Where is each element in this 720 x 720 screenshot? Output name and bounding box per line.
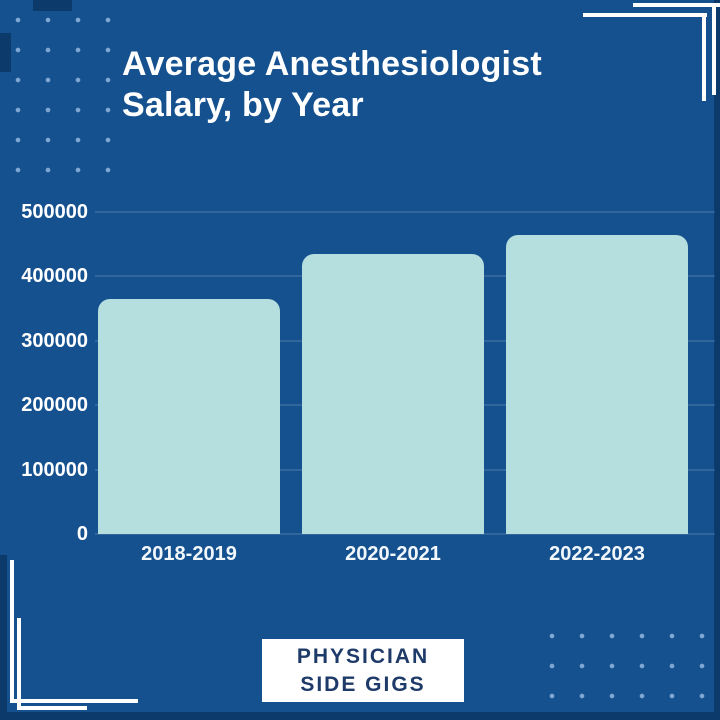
top-edge-accent	[33, 0, 72, 11]
x-tick-label-2020-2021: 2020-2021	[345, 543, 441, 565]
top-right-bracket-outer-vertical	[712, 3, 716, 95]
dot-grid-bottom-right	[537, 621, 717, 717]
left-lower-edge-accent	[0, 555, 7, 720]
bar-2018-2019	[98, 299, 280, 534]
y-tick-label-300000: 300000	[21, 329, 88, 352]
y-tick-label-0: 0	[76, 523, 88, 545]
bottom-left-bracket-outer-vertical	[10, 560, 14, 703]
bottom-left-bracket-inner-vertical	[17, 618, 21, 710]
bottom-edge-accent	[0, 712, 720, 720]
gridline-0	[95, 533, 715, 535]
x-tick-label-2018-2019: 2018-2019	[141, 543, 237, 565]
y-tick-label-200000: 200000	[21, 394, 88, 417]
logo-line2: SIDE GIGS	[300, 672, 426, 696]
bar-chart-plot-area	[95, 211, 715, 535]
y-tick-label-500000: 500000	[21, 201, 88, 223]
bottom-left-bracket-outer-horizontal	[10, 699, 138, 703]
logo-line1: PHYSICIAN	[296, 644, 430, 668]
right-edge-accent	[714, 0, 720, 720]
y-tick-label-100000: 100000	[21, 458, 88, 481]
top-right-bracket-inner-horizontal	[583, 13, 707, 17]
gridline-500000	[95, 211, 715, 213]
chart-title: Average Anesthesiologist Salary, by Year	[122, 44, 682, 126]
left-edge-accent	[0, 33, 11, 72]
bar-2022-2023	[506, 235, 688, 534]
physician-side-gigs-logo: PHYSICIAN SIDE GIGS	[262, 639, 464, 702]
top-right-bracket-outer-horizontal	[633, 3, 720, 7]
chart-title-line1: Average Anesthesiologist	[122, 45, 542, 83]
chart-title-line2: Salary, by Year	[122, 86, 364, 124]
y-tick-label-400000: 400000	[21, 265, 88, 288]
bottom-left-bracket-inner-horizontal	[17, 706, 87, 710]
top-right-bracket-inner-vertical	[702, 13, 706, 101]
x-tick-label-2022-2023: 2022-2023	[549, 543, 645, 565]
dot-grid-top-left	[3, 5, 123, 185]
bar-2020-2021	[302, 254, 484, 534]
